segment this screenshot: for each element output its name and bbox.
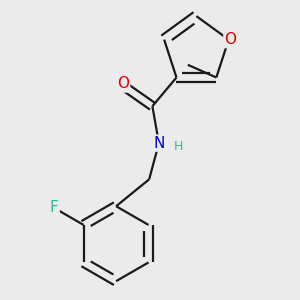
Text: N: N bbox=[153, 136, 165, 151]
Text: H: H bbox=[174, 140, 183, 153]
Text: O: O bbox=[117, 76, 129, 92]
Text: O: O bbox=[224, 32, 236, 47]
Text: F: F bbox=[50, 200, 59, 215]
